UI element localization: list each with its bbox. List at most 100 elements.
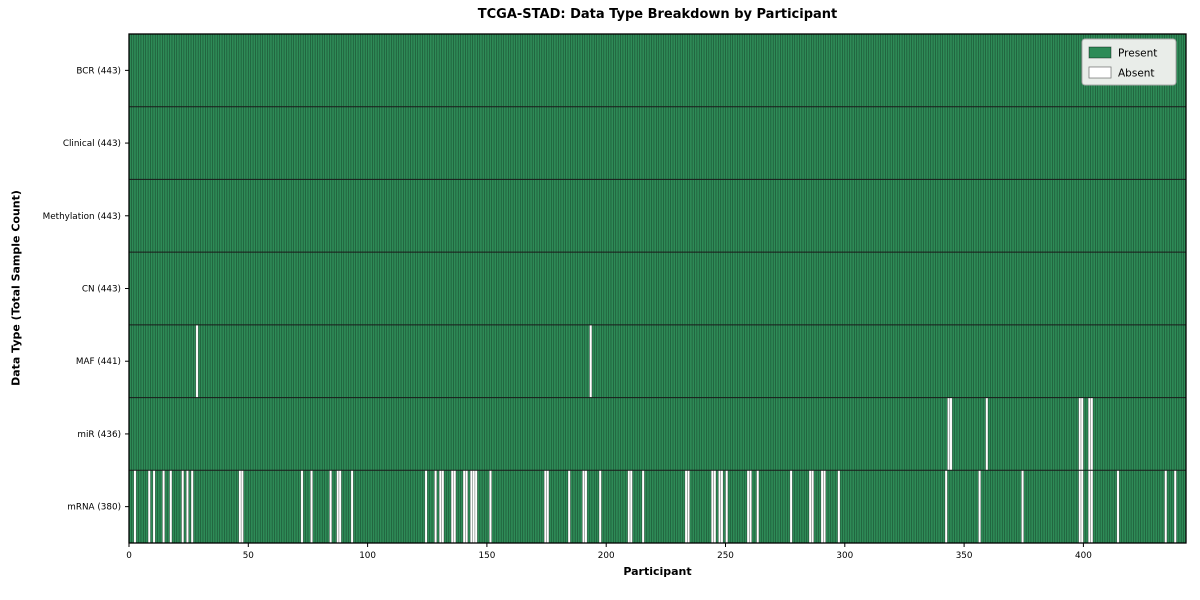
absent-mark-mRNA — [598, 470, 602, 544]
legend-label-present: Present — [1118, 48, 1157, 60]
absent-mark-mRNA — [756, 470, 760, 544]
y-tick-label: Methylation (443) — [43, 212, 121, 222]
absent-mark-mRNA — [424, 470, 428, 544]
absent-mark-mRNA — [472, 470, 476, 544]
chart-title: TCGA-STAD: Data Type Breakdown by Partic… — [477, 7, 838, 22]
absent-mark-mRNA — [310, 470, 313, 544]
absent-mark-mRNA — [465, 470, 469, 544]
row-Methylation — [129, 179, 1186, 253]
absent-mark-mRNA — [837, 470, 841, 544]
absent-mark-mRNA — [567, 470, 571, 544]
absent-mark-mRNA — [627, 470, 631, 544]
absent-mark-mRNA — [350, 470, 354, 544]
absent-mark-mRNA — [162, 470, 166, 544]
absent-mark-mRNA — [329, 470, 333, 544]
absent-mark-mRNA — [584, 470, 588, 544]
absent-mark-mRNA — [789, 470, 793, 544]
absent-mark-mRNA — [746, 470, 750, 544]
absent-mark-mRNA — [338, 470, 342, 544]
absent-mark-mRNA — [546, 470, 550, 544]
absent-mark-mRNA — [300, 470, 304, 544]
absent-mark-mRNA — [1116, 470, 1120, 544]
absent-mark-mRNA — [1021, 470, 1025, 544]
absent-mark-miR — [949, 397, 953, 471]
row-miR — [129, 397, 1186, 471]
x-tick-label: 400 — [1075, 551, 1092, 561]
absent-mark-miR — [985, 397, 989, 471]
absent-mark-mRNA — [978, 470, 982, 544]
absent-mark-mRNA — [1080, 470, 1084, 544]
absent-mark-mRNA — [944, 470, 948, 544]
absent-mark-miR — [1080, 397, 1084, 471]
row-MAF — [129, 324, 1186, 398]
absent-mark-mRNA — [450, 470, 454, 544]
absent-mark-mRNA — [718, 470, 721, 544]
x-tick-label: 350 — [956, 551, 973, 561]
absent-mark-mRNA — [238, 470, 242, 544]
y-tick-label: miR (436) — [77, 430, 121, 440]
absent-mark-mRNA — [469, 470, 473, 544]
x-tick-label: 50 — [243, 551, 255, 561]
absent-mark-mRNA — [441, 470, 445, 544]
y-tick-label: Clinical (443) — [63, 139, 121, 149]
row-Clinical — [129, 106, 1186, 180]
absent-mark-mRNA — [720, 470, 724, 544]
absent-mark-mRNA — [687, 470, 690, 544]
absent-mark-miR — [1090, 397, 1094, 471]
absent-mark-mRNA — [474, 470, 478, 544]
y-tick-label: MAF (441) — [76, 357, 121, 367]
x-tick-label: 200 — [598, 551, 615, 561]
absent-mark-mRNA — [713, 470, 717, 544]
absent-mark-mRNA — [147, 470, 151, 544]
x-tick-label: 0 — [126, 551, 132, 561]
absent-mark-mRNA — [438, 470, 442, 544]
y-tick-label: CN (443) — [82, 285, 121, 295]
row-mRNA — [129, 470, 1186, 543]
absent-mark-mRNA — [725, 470, 729, 544]
absent-mark-mRNA — [811, 470, 815, 544]
absent-mark-mRNA — [629, 470, 633, 544]
absent-mark-miR — [1078, 397, 1082, 471]
absent-mark-mRNA — [710, 470, 714, 544]
y-tick-label: BCR (443) — [76, 66, 121, 76]
absent-mark-MAF — [589, 324, 593, 398]
x-tick-label: 300 — [836, 551, 853, 561]
legend-swatch-absent — [1088, 66, 1112, 79]
absent-mark-mRNA — [1090, 470, 1094, 544]
absent-mark-mRNA — [462, 470, 466, 544]
absent-mark-MAF — [195, 324, 199, 398]
x-tick-label: 100 — [359, 551, 376, 561]
absent-mark-mRNA — [1087, 470, 1091, 544]
absent-mark-mRNA — [186, 470, 189, 544]
row-CN — [129, 252, 1186, 325]
absent-mark-mRNA — [181, 470, 185, 544]
x-axis-label: Participant — [623, 565, 692, 578]
absent-mark-mRNA — [434, 470, 438, 544]
legend: Present Absent — [1081, 38, 1177, 86]
x-tick-label: 250 — [717, 551, 734, 561]
legend-label-absent: Absent — [1118, 68, 1155, 80]
absent-mark-mRNA — [152, 470, 156, 544]
legend-swatch-present — [1088, 46, 1112, 59]
absent-mark-mRNA — [1078, 470, 1082, 544]
absent-mark-mRNA — [1164, 470, 1168, 544]
absent-mark-mRNA — [240, 470, 244, 544]
absent-mark-mRNA — [641, 470, 645, 544]
bar-edges — [131, 34, 1184, 543]
absent-mark-mRNA — [823, 470, 826, 544]
absent-mark-miR — [1087, 397, 1091, 471]
absent-mark-mRNA — [169, 470, 173, 544]
absent-mark-mRNA — [820, 470, 824, 544]
absent-mark-mRNA — [808, 470, 812, 544]
absent-mark-mRNA — [336, 470, 340, 544]
absent-mark-mRNA — [543, 470, 547, 544]
absent-mark-mRNA — [453, 470, 457, 544]
row-BCR — [129, 34, 1186, 107]
absent-mark-mRNA — [582, 470, 585, 544]
absent-mark-mRNA — [1173, 470, 1177, 544]
absent-mark-mRNA — [749, 470, 752, 544]
absent-mark-miR — [947, 397, 951, 471]
x-tick-label: 150 — [479, 551, 496, 561]
